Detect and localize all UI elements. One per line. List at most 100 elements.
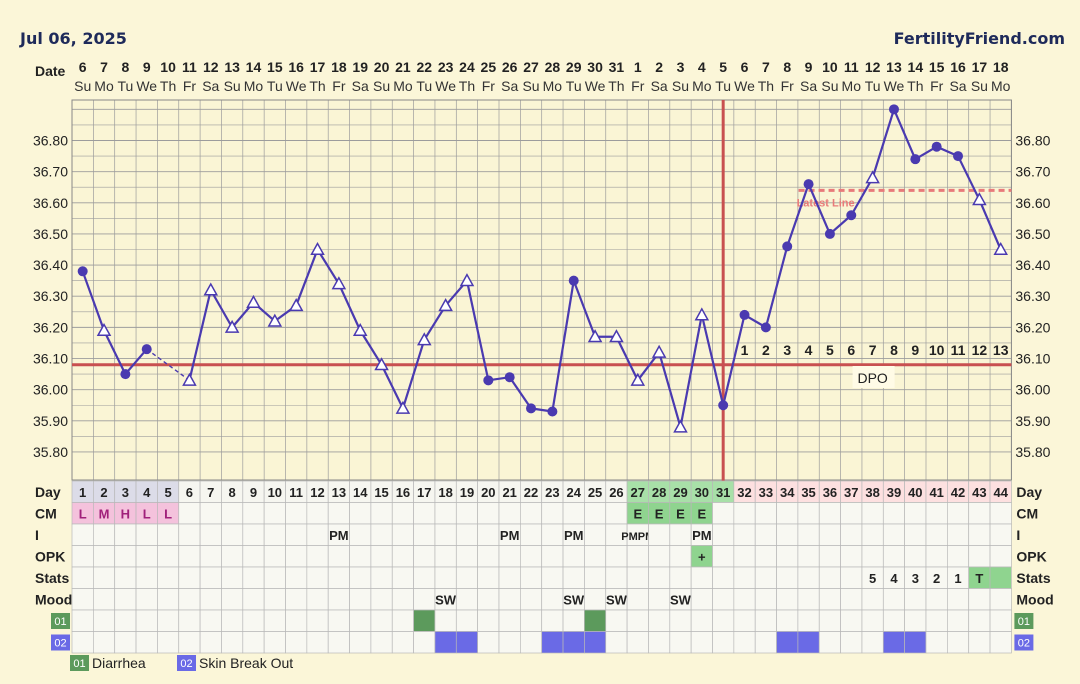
row-cell [455,566,478,589]
date-label: 24 [459,59,475,75]
y-tick-right: 36.10 [1015,351,1050,367]
symptom-code: 01 [1018,616,1030,628]
dpo-number: 13 [993,342,1009,358]
temp-segment [465,280,490,381]
symptom-cell [519,631,543,654]
row-cell [71,523,94,546]
row-cell [754,566,777,589]
row-entry: 4 [890,571,898,586]
weekday-label: Sa [501,78,518,94]
symptom-cell-marked [413,609,436,632]
cycle-day-label: 3 [122,485,129,500]
symptom-cell [285,609,308,632]
row-cell [498,545,521,568]
row-cell [904,588,927,611]
row-cell [306,523,329,546]
date-label: 14 [246,59,262,75]
weekday-label: Su [821,78,838,94]
cycle-day-label: 17 [417,485,431,500]
symptom-cell [242,631,265,654]
weekday-label: Sa [352,78,369,94]
legend-label: Diarrhea [92,655,146,671]
row-cell [285,566,308,589]
row-cell [263,523,286,546]
row-cell [413,588,436,611]
date-label: 22 [416,59,432,75]
cycle-day-label: 38 [865,485,879,500]
temp-segment [850,177,874,216]
row-cell [199,523,222,546]
cycle-day-label: 40 [908,485,922,500]
row-cell [135,545,158,568]
temp-point [77,266,88,277]
row-cell [135,523,158,546]
row-entry: PM [692,528,712,543]
symptom-cell [114,609,137,632]
temp-segment [722,314,746,406]
temp-point [417,332,432,346]
weekday-label: Th [907,78,923,94]
row-label-right: Stats [1016,570,1050,586]
row-label-left: Mood [35,592,72,608]
brand-name[interactable]: FertilityFriend.com [893,29,1065,48]
y-tick-right: 36.20 [1015,319,1050,335]
row-label-left: Day [35,484,61,500]
cycle-day-label: 1 [79,485,86,500]
temp-segment [551,280,575,412]
row-cell [391,523,414,546]
cycle-day-label: 9 [250,485,257,500]
symptom-cell [754,609,777,632]
row-cell [840,588,863,611]
weekday-label: We [884,78,905,94]
cycle-day-label: 13 [332,485,346,500]
cycle-day-label: 23 [545,485,559,500]
temp-point [352,322,368,337]
weekday-label: Tu [117,78,133,94]
row-entry: T [975,571,983,586]
row-cell [306,502,329,525]
row-cell [221,502,244,525]
y-tick-right: 36.80 [1015,132,1050,148]
date-label: 25 [481,59,497,75]
symptom-cell [391,631,414,654]
row-cell [733,566,756,589]
weekday-label: Mo [991,78,1011,94]
row-cell [455,523,478,546]
symptom-cell [861,609,884,632]
row-cell [797,566,820,589]
symptom-cell [562,609,585,632]
symptom-cell [135,609,158,632]
symptom-cell [434,609,457,632]
weekday-label: Th [160,78,176,94]
row-cell [263,566,286,589]
temp-point [331,276,347,290]
row-cell [71,588,94,611]
symptom-cell [71,609,94,632]
symptom-cell [861,631,884,654]
row-cell [712,545,735,568]
row-cell [498,502,521,525]
row-cell [712,566,735,589]
cycle-day-label: 25 [588,485,602,500]
cycle-day-label: 16 [396,485,410,500]
row-cell [455,588,478,611]
temp-segment [658,351,682,428]
row-cell [541,545,564,568]
symptom-cell [455,609,478,632]
weekday-label: Tu [566,78,582,94]
weekday-label: Tu [865,78,881,94]
symptom-cell [349,631,372,654]
symptom-cell [178,631,201,654]
date-label: 6 [79,59,87,75]
temp-point [459,273,475,287]
date-label: 18 [331,59,347,75]
temp-segment [337,283,362,331]
symptom-code: 02 [1018,638,1030,650]
date-label: 7 [100,59,108,75]
y-tick-right: 36.30 [1015,288,1050,304]
row-cell [690,566,713,589]
symptom-cell-marked [541,631,564,654]
symptom-code: 01 [54,616,66,628]
temp-point [374,357,389,371]
date-label: 15 [267,59,283,75]
